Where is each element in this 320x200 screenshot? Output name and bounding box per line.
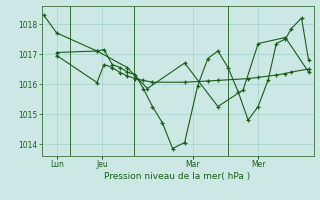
X-axis label: Pression niveau de la mer( hPa ): Pression niveau de la mer( hPa ) (104, 172, 251, 181)
